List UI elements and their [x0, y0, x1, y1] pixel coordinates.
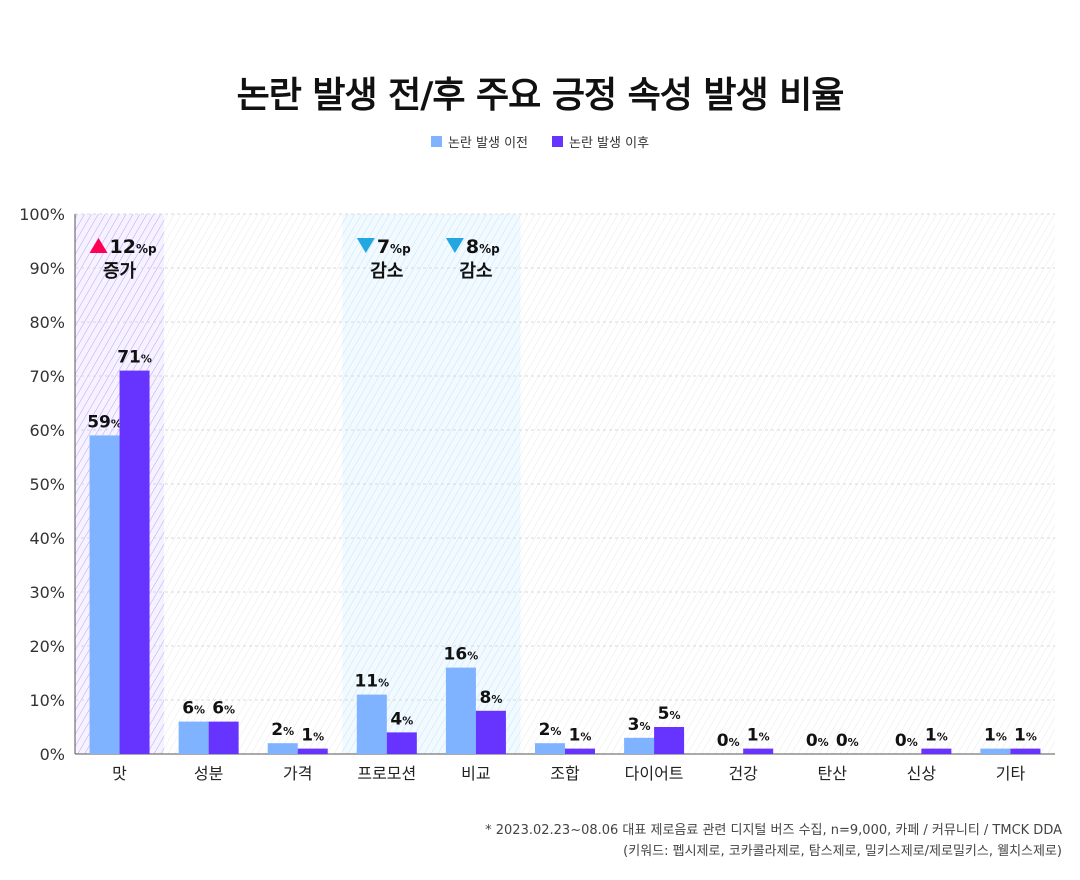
- y-tick-label: 40%: [29, 529, 65, 548]
- bar-before: [356, 694, 387, 754]
- y-tick-label: 30%: [29, 583, 65, 602]
- footnote-line-1: * 2023.02.23~08.06 대표 제로음료 관련 디지털 버즈 수집,…: [485, 823, 1062, 838]
- x-tick-label: 비교: [461, 764, 490, 783]
- bar-after: [565, 748, 595, 754]
- bar-before: [178, 721, 209, 754]
- data-label: 2%: [271, 720, 294, 740]
- data-label: 0%: [717, 731, 740, 751]
- y-tick-label: 80%: [29, 313, 65, 332]
- data-label: 0%: [895, 731, 918, 751]
- data-label: 0%: [836, 731, 859, 751]
- y-tick-label: 70%: [29, 367, 65, 386]
- legend-label-after: 논란 발생 이후: [569, 136, 650, 151]
- bar-after: [1010, 748, 1041, 754]
- annotation-text: 증가: [103, 261, 137, 282]
- data-label: 16%: [444, 645, 479, 665]
- highlight-band: [431, 214, 521, 754]
- annotation-value: 7%p: [377, 236, 411, 258]
- annotation-text: 감소: [370, 261, 403, 282]
- data-label: 1%: [569, 726, 592, 746]
- bar-after: [297, 748, 328, 754]
- bar-after: [743, 748, 774, 754]
- data-label: 1%: [1014, 726, 1037, 746]
- legend-label-before: 논란 발생 이전: [447, 136, 528, 151]
- y-tick-label: 20%: [29, 637, 65, 656]
- x-tick-label: 건강: [728, 764, 758, 783]
- bar-before: [89, 435, 120, 754]
- legend: 논란 발생 이전 논란 발생 이후: [0, 132, 1080, 151]
- data-label: 1%: [925, 726, 948, 746]
- legend-item-after: 논란 발생 이후: [552, 132, 649, 151]
- footnote: * 2023.02.23~08.06 대표 제로음료 관련 디지털 버즈 수집,…: [485, 820, 1062, 862]
- bar-before: [445, 667, 476, 754]
- data-label: 2%: [539, 720, 562, 740]
- x-tick-label: 프로모션: [357, 764, 416, 783]
- y-tick-label: 10%: [29, 691, 65, 710]
- data-label: 6%: [212, 699, 235, 719]
- data-label: 1%: [984, 726, 1007, 746]
- x-tick-label: 가격: [283, 764, 312, 783]
- annotation-value: 12%p: [110, 236, 157, 258]
- data-label: 1%: [747, 726, 770, 746]
- footnote-line-2: (키워드: 펩시제로, 코카콜라제로, 탐스제로, 밀키스제로/제로밀키스, 웰…: [623, 844, 1062, 859]
- data-label: 5%: [658, 704, 681, 724]
- bar-after: [921, 748, 952, 754]
- data-label: 59%: [87, 412, 122, 432]
- data-label: 4%: [390, 709, 413, 729]
- bar-before: [267, 743, 298, 754]
- triangle-up-icon: [89, 238, 108, 253]
- y-tick-label: 100%: [19, 205, 65, 224]
- data-label: 71%: [117, 348, 152, 368]
- y-tick-label: 60%: [29, 421, 65, 440]
- bar-before: [980, 748, 1011, 754]
- x-tick-label: 조합: [550, 764, 580, 783]
- x-tick-label: 신상: [907, 764, 937, 783]
- data-label: 0%: [806, 731, 829, 751]
- bar-after: [119, 370, 150, 754]
- bar-after: [386, 732, 417, 754]
- triangle-down-icon: [356, 238, 375, 253]
- x-tick-label: 탄산: [818, 764, 848, 783]
- triangle-down-icon: [445, 238, 464, 253]
- legend-swatch-before: [430, 136, 442, 147]
- y-tick-label: 0%: [40, 745, 65, 764]
- data-label: 3%: [628, 715, 651, 735]
- x-tick-label: 맛: [112, 764, 127, 783]
- data-label: 8%: [479, 688, 502, 708]
- annotation-text: 감소: [459, 261, 492, 282]
- bar-after: [654, 727, 685, 754]
- chart-title: 논란 발생 전/후 주요 긍정 속성 발생 비율: [236, 75, 845, 116]
- bar-after: [475, 710, 506, 754]
- legend-item-before: 논란 발생 이전: [430, 132, 528, 151]
- data-label: 11%: [354, 672, 389, 692]
- y-tick-label: 50%: [29, 475, 65, 494]
- bar-after: [208, 721, 239, 754]
- bar-before: [624, 737, 655, 754]
- plot-background: [75, 214, 1055, 754]
- y-tick-label: 90%: [29, 259, 65, 278]
- annotation-value: 8%p: [466, 236, 500, 258]
- x-tick-label: 다이어트: [625, 764, 684, 783]
- data-label: 6%: [182, 699, 205, 719]
- x-tick-label: 성분: [194, 764, 223, 783]
- bar-before: [535, 743, 565, 754]
- x-tick-label: 기타: [996, 764, 1026, 783]
- legend-swatch-after: [552, 136, 563, 147]
- data-label: 1%: [301, 726, 324, 746]
